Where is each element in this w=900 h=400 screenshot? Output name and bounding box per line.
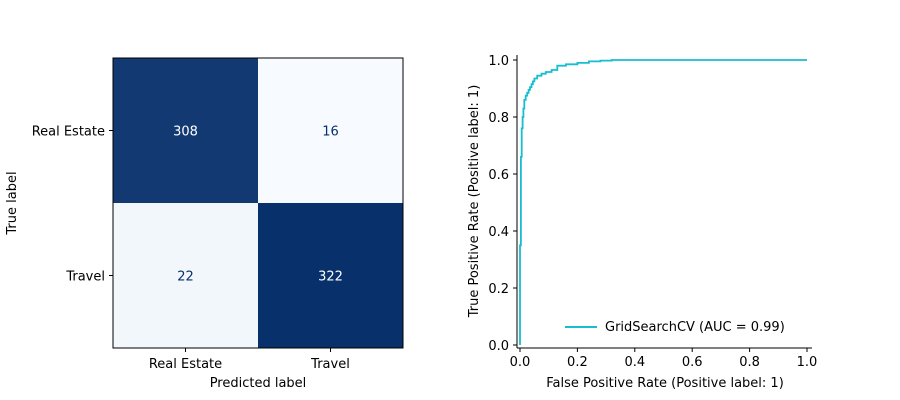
roc-x-tick-label: 1.0 [797, 355, 818, 370]
roc-x-label: False Positive Rate (Positive label: 1) [546, 376, 784, 391]
roc-curve-line [519, 59, 807, 345]
confusion-matrix-cell-value: 16 [322, 125, 339, 140]
roc-chart: 0.0 0.2 0.4 0.6 0.8 1.0 0.0 0.2 0.4 0.6 0.8 1.0 Gr… [467, 54, 817, 391]
confusion-matrix-x-tick-label: Real Estate [149, 357, 222, 372]
roc-legend-label: GridSearchCV (AUC = 0.99) [605, 320, 785, 335]
roc-y-tick-label: 0.4 [488, 225, 509, 240]
confusion-matrix-cell-value: 322 [318, 270, 343, 285]
confusion-matrix-y-tick-label: Real Estate [32, 125, 105, 140]
confusion-matrix-cell [113, 203, 258, 348]
confusion-matrix-cell-value: 308 [173, 125, 198, 140]
roc-x-tick-label: 0.2 [567, 355, 588, 370]
roc-y-label: True Positive Rate (Positive label: 1) [467, 85, 482, 319]
confusion-matrix-y-tick-label: Travel [65, 270, 105, 285]
roc-y-tick-label: 0.0 [488, 339, 509, 354]
roc-y-tick-label: 0.2 [488, 282, 509, 297]
roc-y-tick-label: 0.6 [488, 168, 509, 183]
roc-x-tick-label: 0.0 [510, 355, 531, 370]
confusion-matrix-cell [258, 203, 403, 348]
roc-y-tick-label: 1.0 [488, 54, 509, 69]
roc-y-tick-label: 0.8 [488, 111, 509, 126]
roc-x-tick-label: 0.6 [682, 355, 703, 370]
confusion-matrix-cell [113, 58, 258, 203]
confusion-matrix-y-label: True label [5, 171, 20, 235]
confusion-matrix-frame [112, 57, 404, 349]
roc-x-tick-label: 0.4 [624, 355, 645, 370]
confusion-matrix-cell-value: 22 [177, 270, 194, 285]
confusion-matrix-x-label: Predicted label [210, 376, 307, 391]
confusion-matrix: 308 16 22 322 Real Estate Travel Real Estate… [5, 57, 404, 391]
roc-x-tick-label: 0.8 [739, 355, 760, 370]
confusion-matrix-cell [258, 58, 403, 203]
confusion-matrix-x-tick-label: Travel [310, 357, 350, 372]
roc-legend: GridSearchCV (AUC = 0.99) [565, 320, 785, 335]
